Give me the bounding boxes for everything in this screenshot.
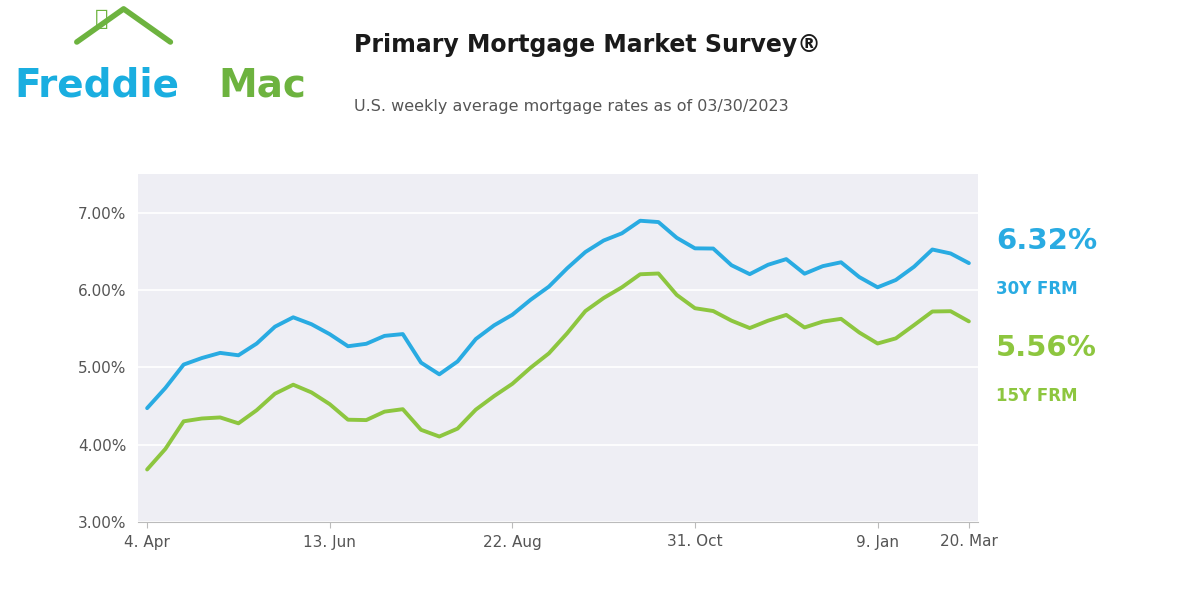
Text: 5.56%: 5.56% [996,334,1097,362]
Text: 🏠: 🏠 [95,9,109,29]
Text: 6.32%: 6.32% [996,227,1097,255]
Text: U.S. weekly average mortgage rates as of 03/30/2023: U.S. weekly average mortgage rates as of… [354,99,788,114]
Text: 30Y FRM: 30Y FRM [996,280,1078,298]
Text: Primary Mortgage Market Survey®: Primary Mortgage Market Survey® [354,33,821,57]
Text: Mac: Mac [218,66,307,104]
Text: 15Y FRM: 15Y FRM [996,387,1078,405]
Text: Freddie: Freddie [14,66,180,104]
